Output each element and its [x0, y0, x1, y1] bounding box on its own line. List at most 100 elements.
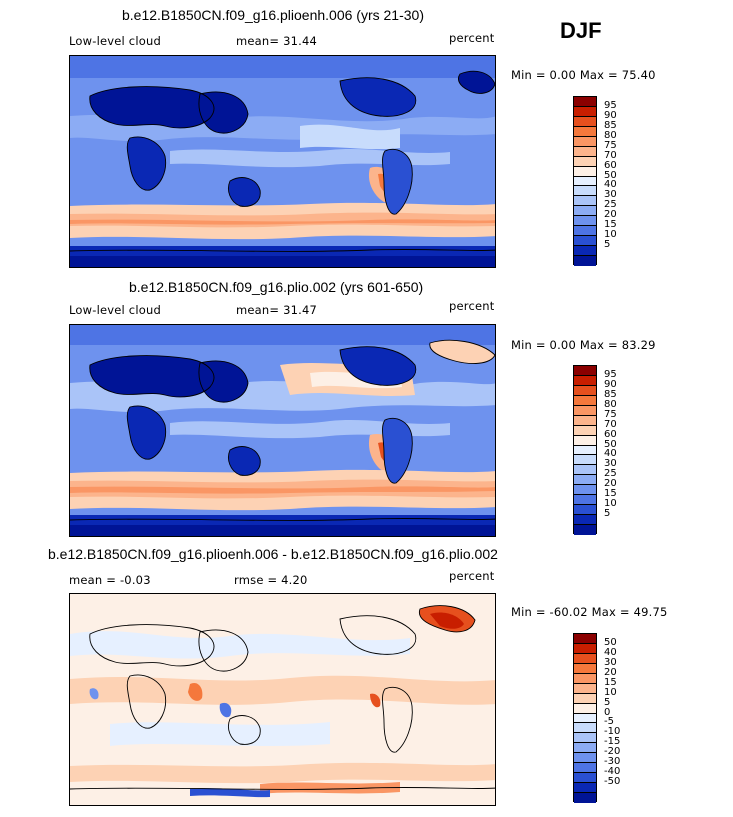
colorbar-box: [574, 116, 596, 127]
panel-3-minmax: Min = -60.02 Max = 49.75: [511, 605, 668, 619]
colorbar-label: -10: [604, 726, 621, 738]
colorbar-box: [574, 366, 596, 376]
colorbar-label: -20: [604, 746, 621, 758]
panel-1-units: percent: [449, 31, 495, 45]
colorbar-label: 5: [604, 696, 611, 708]
colorbar-label: 75: [604, 139, 617, 151]
colorbar-label: 5: [604, 508, 611, 520]
colorbar-box: [574, 196, 596, 207]
colorbar-label: 90: [604, 109, 617, 121]
colorbar-label: 50: [604, 438, 617, 450]
colorbar-box: [574, 465, 596, 476]
colorbar-box: [574, 126, 596, 137]
colorbar-box: [574, 455, 596, 466]
colorbar-box: [574, 156, 596, 167]
colorbar-box: [574, 763, 596, 774]
panel-3-stat: rmse = 4.20: [234, 573, 308, 587]
colorbar-box: [574, 226, 596, 237]
colorbar-label: -40: [604, 766, 621, 778]
panel-2-title: b.e12.B1850CN.f09_g16.plio.002 (yrs 601-…: [129, 279, 424, 295]
panel-2-units: percent: [449, 299, 495, 313]
colorbar-label: 85: [604, 388, 617, 400]
colorbar-label: 25: [604, 199, 617, 211]
colorbar-label: 80: [604, 129, 617, 141]
colorbar-label: 95: [604, 368, 617, 380]
colorbar-label: 15: [604, 676, 617, 688]
colorbar-label: -30: [604, 756, 621, 768]
panel-1-left-label: Low-level cloud: [69, 34, 161, 48]
season-label: DJF: [560, 18, 602, 43]
colorbar-box: [574, 643, 596, 654]
panel-1-title: b.e12.B1850CN.f09_g16.plioenh.006 (yrs 2…: [122, 7, 424, 23]
colorbar-box: [574, 713, 596, 724]
colorbar-box: [574, 186, 596, 197]
colorbar-label: 80: [604, 398, 617, 410]
colorbar-box: [574, 475, 596, 486]
colorbar-label: 15: [604, 219, 617, 231]
colorbar-box: [574, 146, 596, 157]
panel-3-colorbar-labels: 50 40 30 20 15 10 5 0 -5 -10 -15 -20 -30 -40 -50: [604, 633, 644, 802]
colorbar-label: 40: [604, 646, 617, 658]
colorbar-label: 70: [604, 418, 617, 430]
colorbar-box: [574, 395, 596, 406]
colorbar-label: -15: [604, 736, 621, 748]
colorbar-box: [574, 703, 596, 714]
colorbar-label: 95: [604, 99, 617, 111]
colorbar-box: [574, 176, 596, 187]
colorbar-box: [574, 634, 596, 644]
colorbar-box: [574, 525, 596, 535]
colorbar-box: [574, 495, 596, 506]
panel-2-colorbar: [573, 365, 597, 535]
colorbar-box: [574, 405, 596, 416]
colorbar-label: 75: [604, 408, 617, 420]
colorbar-box: [574, 246, 596, 256]
colorbar-box: [574, 505, 596, 516]
colorbar-box: [574, 256, 596, 266]
colorbar-box: [574, 723, 596, 734]
colorbar-label: 60: [604, 428, 617, 440]
colorbar-label: 15: [604, 488, 617, 500]
colorbar-box: [574, 97, 596, 107]
panel-1-stat: mean= 31.44: [236, 34, 318, 48]
colorbar-box: [574, 385, 596, 396]
panel-3-map: [69, 593, 496, 806]
colorbar-box: [574, 485, 596, 496]
colorbar-label: -50: [604, 776, 621, 788]
panel-2-colorbar-labels: 95 90 85 80 75 70 60 50 40 30 25 20 15 10 5: [604, 365, 644, 534]
panel-2-minmax: Min = 0.00 Max = 83.29: [511, 338, 656, 352]
colorbar-box: [574, 783, 596, 793]
colorbar-box: [574, 793, 596, 803]
colorbar-box: [574, 166, 596, 177]
colorbar-box: [574, 663, 596, 674]
colorbar-box: [574, 216, 596, 227]
panel-1-colorbar: [573, 96, 597, 266]
colorbar-box: [574, 683, 596, 694]
colorbar-label: 70: [604, 149, 617, 161]
colorbar-box: [574, 743, 596, 754]
colorbar-label: 30: [604, 656, 617, 668]
colorbar-label: 10: [604, 686, 617, 698]
colorbar-label: 30: [604, 458, 617, 470]
colorbar-label: 20: [604, 666, 617, 678]
panel-3-left-label: mean = -0.03: [69, 573, 151, 587]
colorbar-label: 50: [604, 169, 617, 181]
colorbar-box: [574, 106, 596, 117]
colorbar-box: [574, 515, 596, 525]
colorbar-box: [574, 415, 596, 426]
colorbar-box: [574, 425, 596, 436]
panel-2-left-label: Low-level cloud: [69, 303, 161, 317]
colorbar-box: [574, 206, 596, 217]
colorbar-box: [574, 693, 596, 704]
colorbar-box: [574, 733, 596, 744]
colorbar-label: 5: [604, 239, 611, 251]
colorbar-label: -5: [604, 716, 614, 728]
colorbar-label: 20: [604, 209, 617, 221]
colorbar-box: [574, 236, 596, 247]
colorbar-label: 85: [604, 119, 617, 131]
panel-2-stat: mean= 31.47: [236, 303, 318, 317]
colorbar-box: [574, 136, 596, 147]
colorbar-label: 0: [604, 706, 611, 718]
colorbar-box: [574, 375, 596, 386]
colorbar-label: 40: [604, 448, 617, 460]
panel-3-units: percent: [449, 569, 495, 583]
